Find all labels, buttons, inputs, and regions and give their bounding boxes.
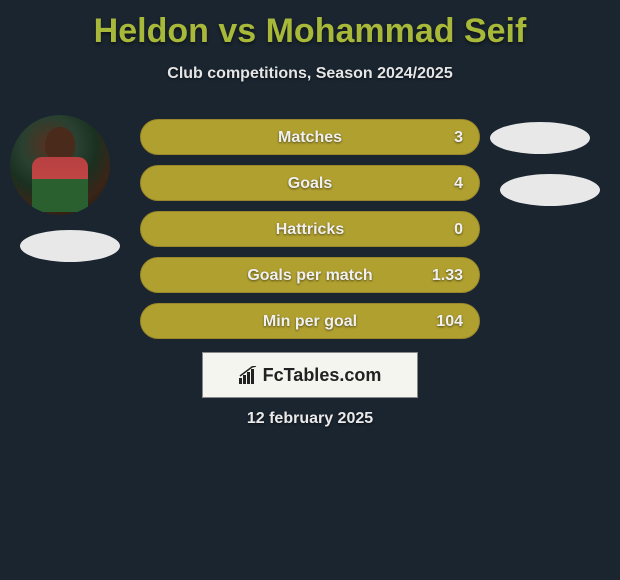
- date-label: 12 february 2025: [0, 410, 620, 428]
- chart-icon: [239, 366, 259, 384]
- fctables-logo: FcTables.com: [202, 352, 418, 398]
- oval-placeholder-right-1: [490, 122, 590, 154]
- stat-row-hattricks: Hattricks 0: [140, 211, 480, 247]
- stat-label: Goals per match: [141, 258, 479, 294]
- stat-row-matches: Matches 3: [140, 119, 480, 155]
- stat-value: 104: [436, 304, 463, 340]
- stat-value: 3: [454, 120, 463, 156]
- stat-label: Goals: [141, 166, 479, 202]
- stat-row-goals-per-match: Goals per match 1.33: [140, 257, 480, 293]
- stats-container: Matches 3 Goals 4 Hattricks 0 Goals per …: [140, 119, 480, 349]
- stat-label: Min per goal: [141, 304, 479, 340]
- stat-value: 1.33: [432, 258, 463, 294]
- stat-label: Matches: [141, 120, 479, 156]
- player-avatar-left: [10, 115, 110, 215]
- stat-value: 0: [454, 212, 463, 248]
- logo-text: FcTables.com: [263, 365, 382, 386]
- stat-row-goals: Goals 4: [140, 165, 480, 201]
- stat-row-min-per-goal: Min per goal 104: [140, 303, 480, 339]
- page-title: Heldon vs Mohammad Seif: [0, 0, 620, 51]
- oval-placeholder-left: [20, 230, 120, 262]
- stat-value: 4: [454, 166, 463, 202]
- stat-label: Hattricks: [141, 212, 479, 248]
- oval-placeholder-right-2: [500, 174, 600, 206]
- subtitle: Club competitions, Season 2024/2025: [0, 65, 620, 83]
